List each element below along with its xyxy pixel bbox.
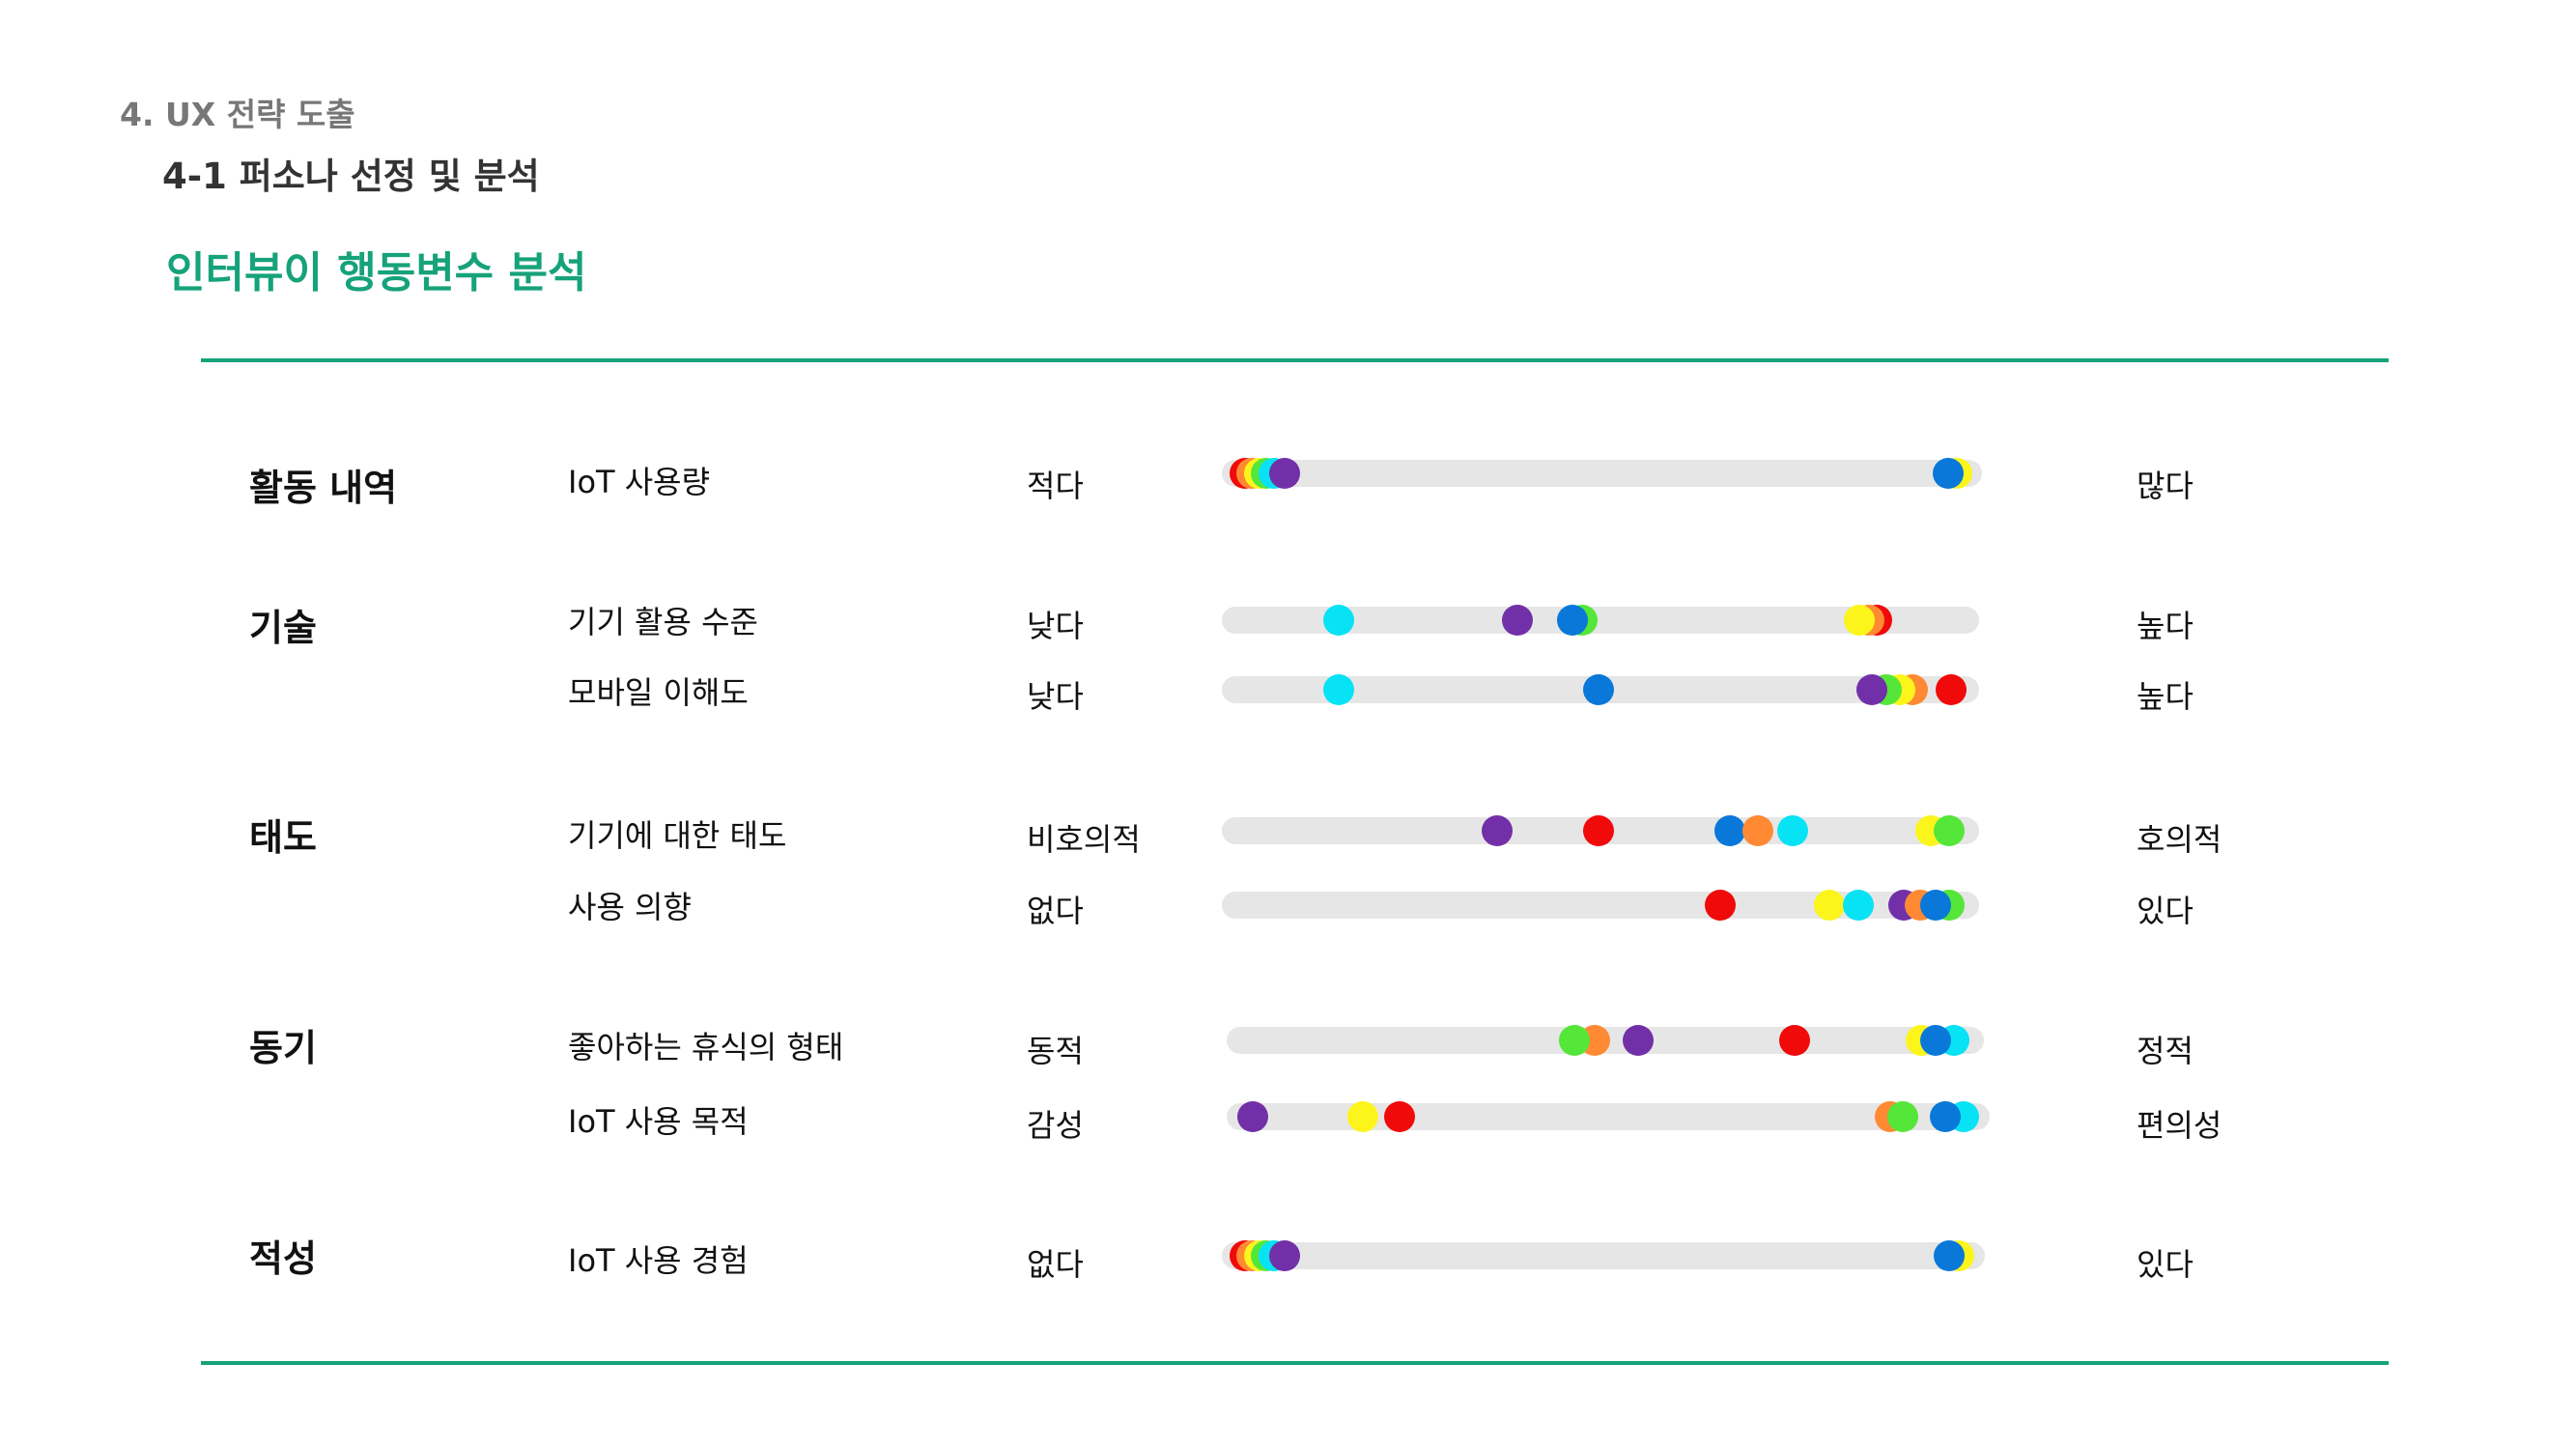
variable-label: IoT 사용 경험: [568, 1242, 749, 1279]
interviewee-dot-purple: [1856, 674, 1888, 705]
scale-low-label: 없다: [1027, 893, 1084, 929]
scale-high-label: 높다: [2137, 678, 2194, 715]
interviewee-dot-blue: [1557, 605, 1589, 636]
interviewee-dot-cyan: [1323, 674, 1355, 705]
scale-low-label: 낮다: [1027, 608, 1084, 644]
variable-label: 사용 의향: [568, 889, 692, 925]
category-attitude: 태도: [249, 816, 317, 859]
interviewee-dot-cyan: [1777, 815, 1809, 846]
scale-track: [1222, 890, 1979, 921]
interviewee-dot-red: [1705, 890, 1737, 921]
interviewee-dot-purple: [1482, 815, 1514, 846]
interviewee-dot-blue: [1582, 674, 1614, 705]
interviewee-dot-cyan: [1323, 605, 1355, 636]
category-activity: 활동 내역: [249, 467, 398, 509]
interviewee-dot-red: [1383, 1101, 1415, 1132]
interviewee-dot-blue: [1920, 890, 1952, 921]
interviewee-dot-purple: [1269, 458, 1301, 489]
category-aptitude: 적성: [249, 1237, 317, 1280]
scale-low-label: 없다: [1027, 1246, 1084, 1283]
section-title: 4. UX 전략 도출: [120, 96, 355, 133]
interviewee-dot-blue: [1713, 815, 1745, 846]
scale-low-label: 낮다: [1027, 678, 1084, 715]
interviewee-dot-yellow: [1813, 890, 1845, 921]
scale-high-label: 정적: [2137, 1033, 2194, 1069]
interviewee-dot-red: [1936, 674, 1967, 705]
interviewee-dot-purple: [1622, 1025, 1654, 1056]
category-skill: 기술: [249, 607, 317, 649]
category-motivation: 동기: [249, 1027, 317, 1069]
scale-track: [1222, 1240, 1985, 1271]
interviewee-dot-purple: [1501, 605, 1533, 636]
interviewee-dot-orange: [1742, 815, 1774, 846]
scale-track: [1222, 815, 1979, 846]
interviewee-dot-yellow: [1347, 1101, 1379, 1132]
interviewee-dot-green: [1559, 1025, 1591, 1056]
interviewee-dot-cyan: [1842, 890, 1874, 921]
scale-low-label: 적다: [1027, 468, 1084, 504]
variable-label: IoT 사용 목적: [568, 1103, 749, 1140]
interviewee-dot-purple: [1269, 1240, 1301, 1271]
interviewee-dot-blue: [1920, 1025, 1952, 1056]
bottom-divider: [201, 1361, 2389, 1365]
variable-label: IoT 사용량: [568, 464, 711, 500]
variable-label: 기기에 대한 태도: [568, 817, 787, 854]
scale-low-label: 감성: [1027, 1107, 1084, 1144]
interviewee-dot-blue: [1933, 458, 1965, 489]
scale-high-label: 높다: [2137, 608, 2194, 644]
interviewee-dot-red: [1582, 815, 1614, 846]
interviewee-dot-purple: [1237, 1101, 1269, 1132]
scale-track: [1222, 674, 1979, 705]
scale-low-label: 비호의적: [1027, 821, 1141, 858]
variable-label: 기기 활용 수준: [568, 604, 758, 640]
interviewee-dot-green: [1887, 1101, 1919, 1132]
interviewee-dot-yellow: [1844, 605, 1876, 636]
scale-high-label: 있다: [2137, 893, 2194, 929]
scale-high-label: 호의적: [2137, 821, 2222, 858]
scale-high-label: 편의성: [2137, 1107, 2222, 1144]
variable-label: 모바일 이해도: [568, 674, 749, 711]
interviewee-dot-blue: [1933, 1240, 1965, 1271]
scale-high-label: 많다: [2137, 468, 2194, 504]
interviewee-dot-green: [1933, 815, 1965, 846]
scale-track: [1227, 1025, 1984, 1056]
scale-low-label: 동적: [1027, 1033, 1084, 1069]
scale-track: [1222, 605, 1979, 636]
scale-high-label: 있다: [2137, 1246, 2194, 1283]
scale-track: [1227, 1101, 1990, 1132]
page-heading: 인터뷰이 행동변수 분석: [166, 248, 587, 298]
scale-track: [1222, 458, 1982, 489]
page-subtitle: 4-1 퍼소나 선정 및 분석: [162, 156, 540, 197]
interviewee-dot-red: [1778, 1025, 1810, 1056]
top-divider: [201, 358, 2389, 362]
variable-label: 좋아하는 휴식의 형태: [568, 1029, 844, 1065]
interviewee-dot-blue: [1929, 1101, 1961, 1132]
